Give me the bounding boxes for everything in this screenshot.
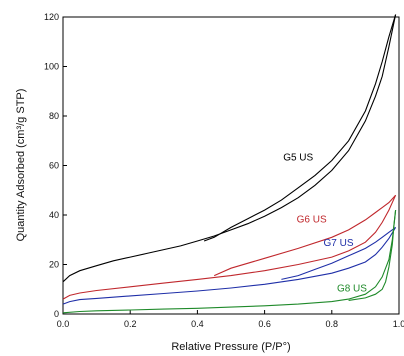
x-tick-label: 0.0 bbox=[57, 319, 70, 329]
x-tick-label: 0.2 bbox=[124, 319, 137, 329]
y-tick-label: 0 bbox=[54, 309, 59, 319]
axis-ticks: 0.0 0.2 0.4 0.6 0.8 1.0 0 20 40 60 80 100 120 bbox=[44, 12, 404, 329]
y-tick-label: 20 bbox=[49, 260, 59, 270]
g6-us-adsorption-line bbox=[62, 194, 397, 300]
y-tick-label: 120 bbox=[44, 12, 59, 22]
g7-us-adsorption-line bbox=[62, 227, 397, 305]
series-labels: G5 US G6 US G7 US G8 US bbox=[283, 153, 367, 295]
g5-us-adsorption-line bbox=[62, 14, 397, 283]
g5-us-desorption-line bbox=[203, 14, 397, 242]
g7-us-label: G7 US bbox=[324, 238, 354, 249]
y-axis-title: Quantity Adsorbed (cm³/g STP) bbox=[15, 89, 27, 242]
plot-frame bbox=[62, 16, 400, 315]
y-tick-label: 80 bbox=[49, 111, 59, 121]
x-axis-title: Relative Pressure (P/P°) bbox=[171, 341, 290, 353]
g8-us-desorption-line bbox=[348, 210, 397, 301]
x-tick-label: 0.8 bbox=[326, 319, 339, 329]
g6-us-label: G6 US bbox=[297, 214, 327, 225]
g7-us-desorption-line bbox=[281, 226, 396, 280]
x-tick-label: 0.6 bbox=[258, 319, 271, 329]
g6-us-desorption-line bbox=[213, 194, 397, 277]
y-tick-label: 60 bbox=[49, 161, 59, 171]
y-tick-label: 40 bbox=[49, 210, 59, 220]
g5-us-label: G5 US bbox=[283, 153, 313, 164]
y-tick-label: 100 bbox=[44, 62, 59, 72]
series-lines bbox=[62, 14, 397, 314]
g8-us-label: G8 US bbox=[337, 284, 367, 295]
g8-us-adsorption-line bbox=[62, 210, 397, 314]
x-tick-label: 1.0 bbox=[393, 319, 404, 329]
x-tick-label: 0.4 bbox=[191, 319, 204, 329]
